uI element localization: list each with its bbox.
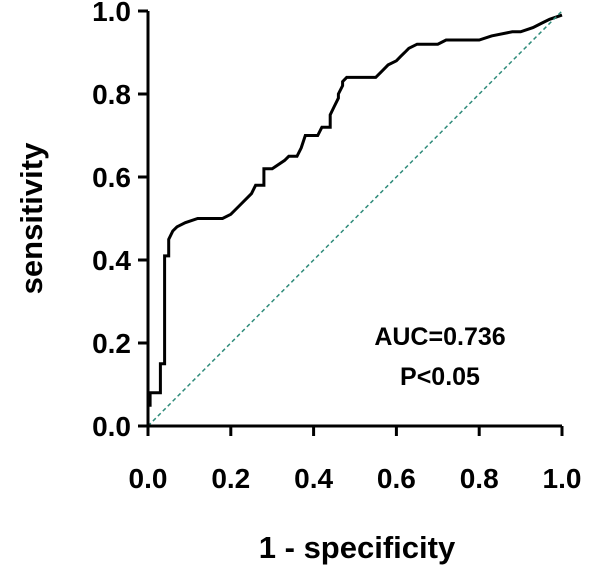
- y-tick-label: 0.2: [92, 328, 131, 359]
- x-tick-label: 0.0: [129, 463, 168, 494]
- x-tick-label: 0.8: [460, 463, 499, 494]
- x-tick-label: 1.0: [543, 463, 582, 494]
- p-value-annotation: P<0.05: [400, 363, 480, 391]
- auc-annotation: AUC=0.736: [374, 323, 505, 351]
- plot-area: [146, 10, 563, 427]
- x-tick-label: 0.2: [211, 463, 250, 494]
- y-axis-ticks: 0.0 0.2 0.4 0.6 0.8 1.0: [92, 0, 148, 442]
- roc-curve: [146, 13, 563, 426]
- y-tick-label: 1.0: [92, 0, 131, 27]
- y-tick-label: 0.6: [92, 162, 131, 193]
- x-tick-label: 0.6: [377, 463, 416, 494]
- x-axis-ticks: 0.0 0.2 0.4 0.6 0.8 1.0: [129, 426, 582, 494]
- x-tick-label: 0.4: [294, 463, 333, 494]
- y-tick-label: 0.0: [92, 411, 131, 442]
- y-tick-label: 0.4: [92, 245, 131, 276]
- x-axis-label: 1 - specificity: [259, 530, 456, 565]
- y-axis-label: sensitivity: [14, 142, 49, 294]
- y-tick-label: 0.8: [92, 79, 131, 110]
